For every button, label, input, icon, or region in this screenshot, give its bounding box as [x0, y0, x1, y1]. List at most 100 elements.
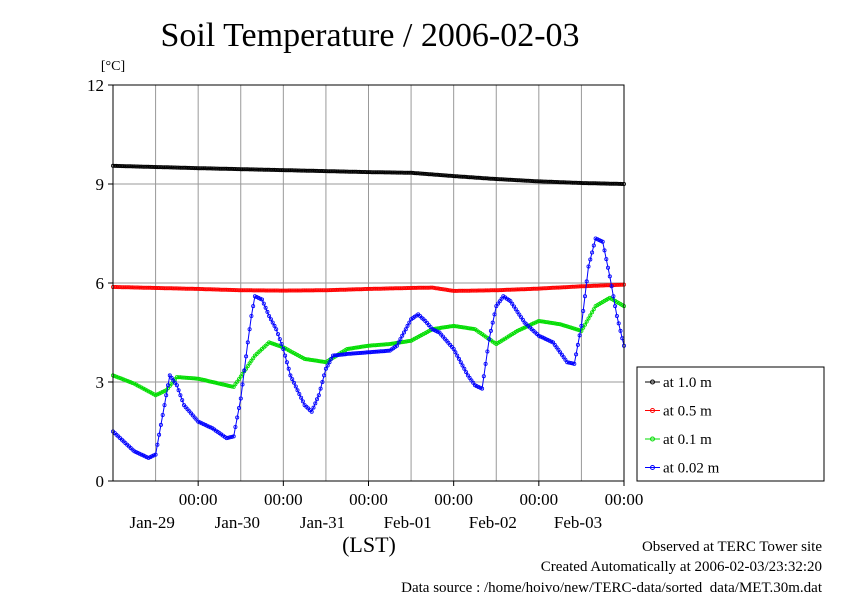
data-point	[201, 377, 206, 382]
data-point	[165, 383, 170, 388]
data-point	[352, 351, 357, 356]
data-point	[219, 287, 224, 292]
data-point	[281, 346, 286, 351]
data-point	[350, 351, 355, 356]
data-point	[545, 179, 550, 184]
data-point	[574, 352, 579, 357]
data-point	[570, 180, 575, 185]
data-point	[167, 373, 172, 378]
data-point	[206, 287, 211, 292]
data-point	[407, 285, 412, 290]
data-point	[364, 286, 369, 291]
data-point	[403, 327, 408, 332]
y-tick-label: 3	[96, 373, 105, 392]
data-point	[116, 285, 121, 290]
data-point	[440, 325, 445, 330]
data-point	[606, 181, 611, 186]
data-point	[391, 286, 396, 291]
data-point	[336, 352, 341, 357]
data-point	[371, 170, 376, 175]
data-point	[517, 312, 522, 317]
data-point	[322, 359, 327, 364]
y-tick-label: 12	[87, 76, 104, 95]
data-point	[245, 340, 250, 345]
data-point	[254, 167, 259, 172]
data-point	[153, 452, 158, 457]
data-point	[584, 319, 589, 324]
data-point	[552, 285, 557, 290]
data-point	[598, 283, 603, 288]
data-point	[476, 175, 481, 180]
data-point	[378, 349, 383, 354]
data-point	[309, 288, 314, 293]
data-point	[490, 320, 495, 325]
data-point	[531, 179, 536, 184]
data-point	[212, 287, 217, 292]
data-point	[291, 380, 296, 385]
data-point	[412, 171, 417, 176]
data-point	[364, 343, 369, 348]
data-point	[274, 167, 279, 172]
data-point	[495, 288, 500, 293]
data-point	[586, 283, 591, 288]
data-point	[407, 320, 412, 325]
data-point	[384, 342, 389, 347]
data-point	[446, 173, 451, 178]
data-point	[421, 285, 426, 290]
data-point	[261, 288, 266, 293]
data-point	[151, 164, 156, 169]
data-point	[130, 164, 135, 169]
data-point	[259, 288, 264, 293]
data-point	[446, 288, 451, 293]
data-point	[314, 168, 319, 173]
series-0	[111, 163, 627, 186]
data-point	[618, 328, 623, 333]
data-point	[545, 286, 550, 291]
data-point	[513, 307, 518, 312]
data-point	[158, 286, 163, 291]
grid-lines	[113, 85, 624, 481]
data-point	[378, 342, 383, 347]
data-point	[212, 380, 217, 385]
data-point	[192, 376, 197, 381]
data-point	[543, 286, 548, 291]
data-point	[453, 288, 458, 293]
data-point	[394, 343, 399, 348]
data-point	[283, 353, 288, 358]
data-point	[584, 181, 589, 186]
data-point	[149, 285, 154, 290]
data-point	[338, 352, 343, 357]
data-point	[242, 368, 247, 373]
data-point	[455, 288, 460, 293]
data-point	[325, 363, 330, 368]
x-tick-date: Feb-02	[469, 513, 517, 532]
data-point	[611, 294, 616, 299]
data-point	[190, 286, 195, 291]
data-point	[604, 257, 609, 262]
data-point	[515, 309, 520, 314]
data-point	[469, 326, 474, 331]
data-point	[570, 361, 575, 366]
data-point	[178, 393, 183, 398]
data-point	[529, 178, 534, 183]
data-point	[327, 360, 332, 365]
data-point	[352, 345, 357, 350]
data-point	[212, 166, 217, 171]
data-point	[545, 320, 550, 325]
data-point	[330, 169, 335, 174]
data-point	[400, 333, 405, 338]
data-point	[345, 351, 350, 356]
data-point	[274, 342, 279, 347]
data-point	[391, 341, 396, 346]
data-point	[235, 415, 240, 420]
data-point	[330, 287, 335, 292]
data-point	[288, 373, 293, 378]
data-point	[419, 285, 424, 290]
data-point	[488, 176, 493, 181]
x-tick-time: 00:00	[349, 490, 388, 509]
data-point	[455, 174, 460, 179]
data-point	[510, 287, 515, 292]
data-point	[583, 294, 588, 299]
data-point	[572, 361, 577, 366]
data-point	[495, 177, 500, 182]
